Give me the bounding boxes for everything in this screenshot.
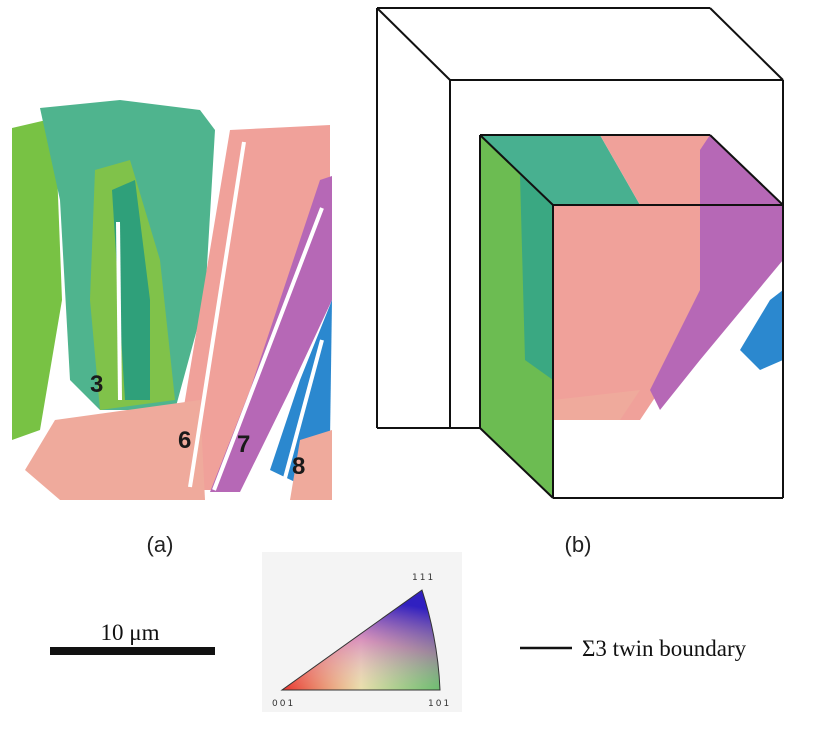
panel-a: 3 6 7 8 (a): [12, 100, 332, 557]
legend-label: Σ3 twin boundary: [582, 636, 747, 661]
grain-label: 7: [237, 431, 250, 458]
caption: (b): [565, 532, 592, 557]
caption: (a): [147, 532, 174, 557]
color-key: 111 001 101: [262, 552, 462, 712]
face: [520, 175, 553, 380]
panel-b: (b): [377, 8, 783, 557]
scale-label: 10 μm: [101, 620, 160, 645]
key-corner-label: 001: [272, 699, 295, 709]
key-corner-label: 101: [428, 699, 451, 709]
grain-label: 6: [178, 427, 191, 454]
scale-line: [50, 647, 215, 655]
scale-bar: 10 μm: [50, 620, 215, 655]
trace-line: [118, 222, 120, 400]
grain-label: 3: [90, 371, 103, 398]
key-corner-label: 111: [412, 573, 435, 583]
grain-label: 8: [292, 453, 305, 480]
figure: 3 6 7 8 (a) (b) 10 μm: [0, 0, 834, 735]
legend: Σ3 twin boundary: [520, 636, 747, 661]
